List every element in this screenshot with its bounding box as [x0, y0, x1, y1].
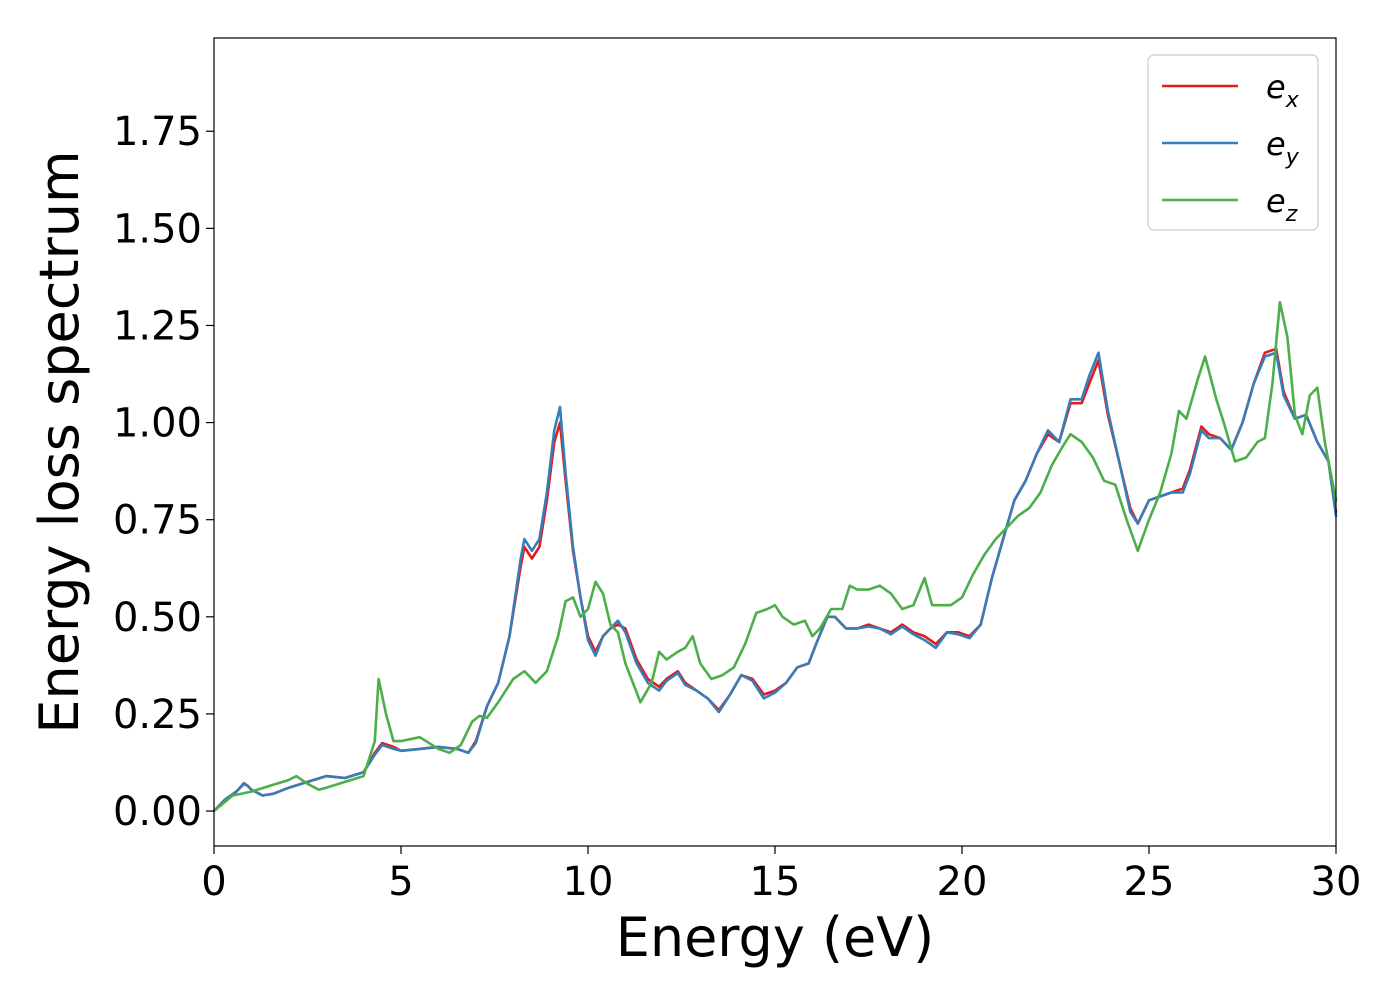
y-axis-label: Energy loss spectrum: [28, 150, 91, 733]
legend-label-main: e: [1266, 68, 1286, 106]
x-axis: 0 5 10 15 20 25 30: [201, 846, 1361, 905]
legend-label-subscript: y: [1285, 145, 1300, 170]
legend-label-main: e: [1266, 125, 1286, 163]
y-tick-label: 0.75: [113, 498, 202, 544]
x-tick-label: 25: [1124, 859, 1175, 905]
legend-label-ez: ez: [1266, 182, 1298, 227]
y-tick-label: 1.75: [113, 109, 202, 155]
y-tick-label: 1.00: [113, 401, 202, 447]
legend-label-subscript: z: [1285, 202, 1298, 227]
y-tick-label: 0.00: [113, 789, 202, 835]
legend-label-ex: ex: [1266, 68, 1300, 113]
series-layer: [212, 300, 1338, 813]
legend-label-main: e: [1266, 182, 1286, 220]
x-axis-label: Energy (eV): [616, 906, 935, 969]
x-tick-label: 0: [201, 859, 226, 905]
x-tick-label: 5: [388, 859, 413, 905]
x-tick-label: 15: [750, 859, 801, 905]
x-tick-label: 10: [563, 859, 614, 905]
y-tick-label: 1.50: [113, 206, 202, 252]
x-tick-label: 20: [937, 859, 988, 905]
y-tick-label: 0.50: [113, 595, 202, 641]
legend-label-subscript: x: [1285, 88, 1300, 113]
y-tick-label: 1.25: [113, 303, 202, 349]
y-tick-label: 0.25: [113, 692, 202, 738]
series-line-ez: [212, 300, 1338, 813]
y-axis: 0.00 0.25 0.50 0.75 1.00 1.25 1.50 1.75: [113, 109, 214, 835]
x-tick-label: 30: [1311, 859, 1362, 905]
legend-label-ey: ey: [1266, 125, 1300, 170]
